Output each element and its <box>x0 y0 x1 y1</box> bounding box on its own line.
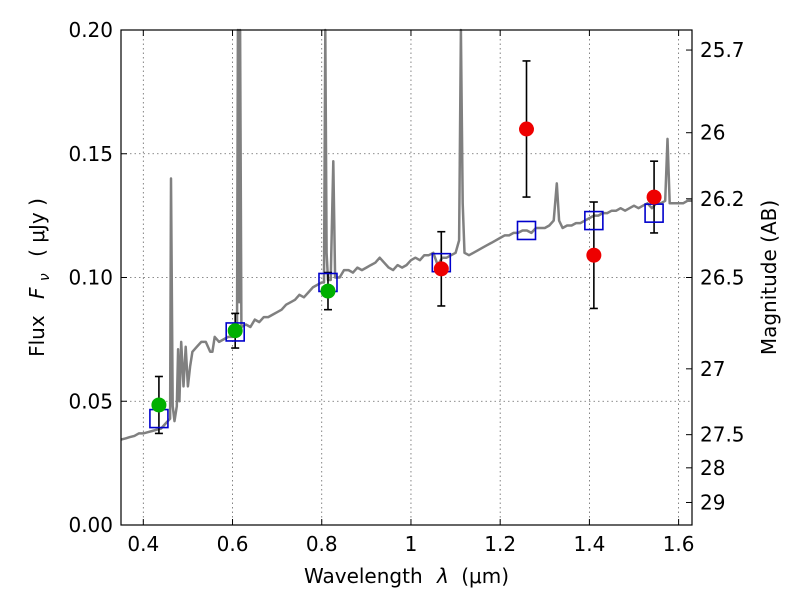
y-tick-label: 0.05 <box>68 389 113 413</box>
y-axis-subscript: ν <box>37 273 53 281</box>
observed-point-marker <box>586 247 602 263</box>
y2-tick-label: 26.2 <box>700 187 745 211</box>
x-tick-label: 0.8 <box>306 532 338 556</box>
y-axis-label-text: Flux <box>25 315 49 357</box>
x-axis-label-text: Wavelength <box>304 564 423 588</box>
observed-point-marker <box>518 121 534 137</box>
data-markers <box>149 121 664 429</box>
y-axis-unit: ( μJy ) <box>25 198 49 257</box>
error-bars <box>154 60 659 435</box>
model-square-marker <box>516 220 537 241</box>
observed-point-marker <box>320 283 336 299</box>
observed-point-marker <box>227 323 243 339</box>
y2-tick-label: 29 <box>700 490 725 514</box>
y2-tick-label: 26 <box>700 121 725 145</box>
spectrum-line <box>120 28 692 441</box>
x-tick-label: 1.4 <box>573 532 605 556</box>
y-tick-label: 0.20 <box>68 18 113 42</box>
x-axis-symbol: λ <box>436 564 449 588</box>
observed-point-marker <box>151 397 167 413</box>
y2-tick-label: 25.7 <box>700 38 745 62</box>
x-tick-label: 1 <box>405 532 418 556</box>
y2-tick-label: 27.5 <box>700 423 745 447</box>
y-axis-label: Flux F ν ( μJy ) <box>25 198 54 357</box>
y-tick-label: 0.00 <box>68 513 113 537</box>
x-axis-label: Wavelength λ (μm) <box>304 564 509 588</box>
y-tick-label: 0.10 <box>68 266 113 290</box>
y2-tick-label: 28 <box>700 456 725 480</box>
grid-lines <box>121 30 692 525</box>
y2-axis-label: Magnitude (AB) <box>757 200 781 355</box>
x-tick-label: 1.2 <box>484 532 516 556</box>
model-square-marker <box>584 210 604 231</box>
observed-point-marker <box>646 189 662 205</box>
model-square-marker <box>225 322 245 342</box>
observed-point-marker <box>433 261 449 277</box>
x-axis-unit: (μm) <box>461 564 509 588</box>
x-tick-label: 0.6 <box>217 532 249 556</box>
y2-tick-label: 27 <box>700 357 725 381</box>
x-tick-label: 0.4 <box>127 532 159 556</box>
x-tick-label: 1.6 <box>663 532 695 556</box>
axis-ticks: 0.4 0.6 0.8 1 1.2 1.4 1.6 0.00 0.05 0.10 0.15 0.20 2… <box>68 18 744 556</box>
y-axis-symbol: F <box>25 287 49 299</box>
y-tick-label: 0.15 <box>68 142 113 166</box>
model-spectrum <box>120 28 692 441</box>
y2-tick-label: 26.5 <box>700 266 745 290</box>
